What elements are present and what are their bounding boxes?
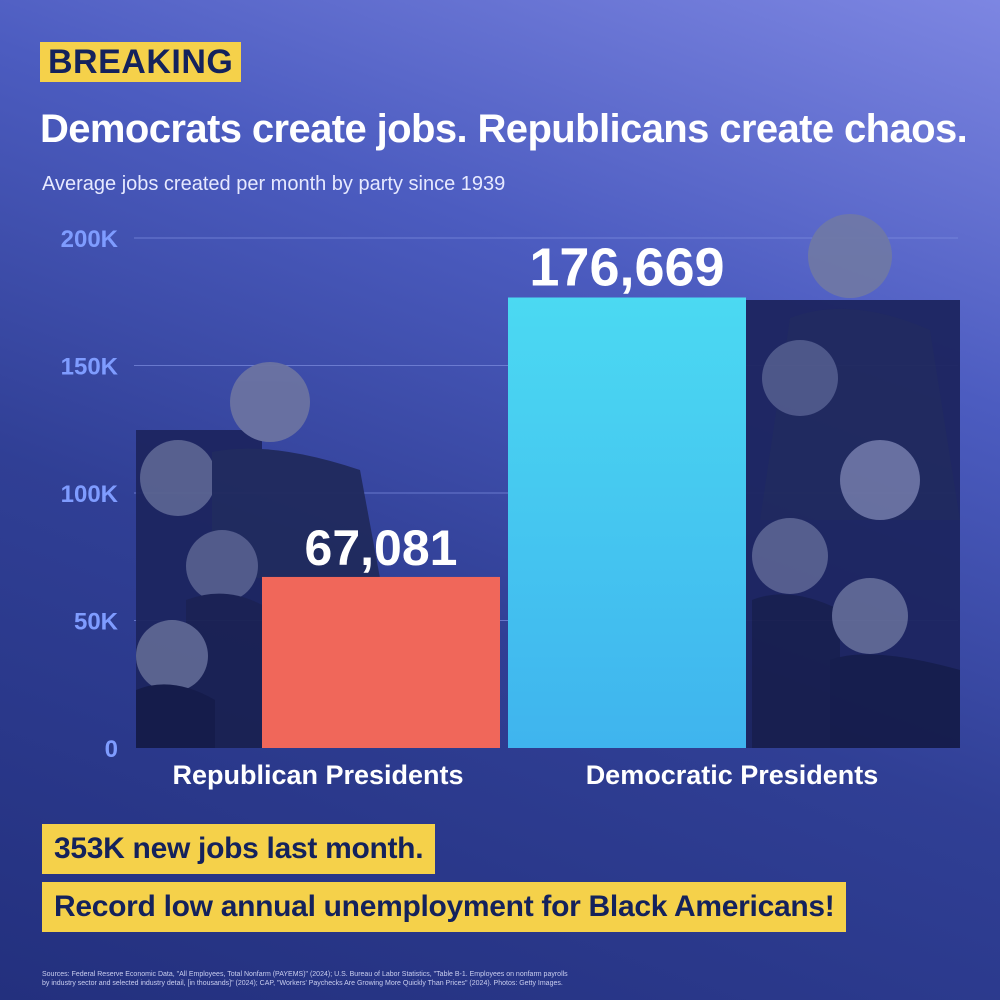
chart-subtitle: Average jobs created per month by party … xyxy=(42,173,506,195)
y-tick-label: 100K xyxy=(61,481,119,508)
bar-value-label: 67,081 xyxy=(305,520,458,576)
breaking-badge: BREAKING xyxy=(40,42,242,82)
unemployment-callout: Record low annual unemployment for Black… xyxy=(42,882,847,932)
bar-democratic xyxy=(508,297,746,748)
bar-republican xyxy=(262,576,500,748)
y-tick-label: 200K xyxy=(61,226,119,253)
y-tick-label: 150K xyxy=(61,354,119,381)
headline: Democrats create jobs. Republicans creat… xyxy=(40,107,968,151)
bar-value-label: 176,669 xyxy=(529,237,724,297)
x-category-label: Republican Presidents xyxy=(172,760,463,790)
jobs-callout: 353K new jobs last month. xyxy=(42,824,436,874)
sources-footnote: Sources: Federal Reserve Economic Data, … xyxy=(42,970,662,988)
y-tick-label: 0 xyxy=(105,736,118,763)
democratic-presidents-photo-collage xyxy=(746,214,960,748)
y-tick-label: 50K xyxy=(74,609,119,636)
sources-line-2: by industry sector and selected industry… xyxy=(42,980,563,987)
x-category-label: Democratic Presidents xyxy=(586,760,879,790)
republican-presidents-photo-collage xyxy=(136,362,380,748)
sources-line-1: Sources: Federal Reserve Economic Data, … xyxy=(42,971,568,978)
